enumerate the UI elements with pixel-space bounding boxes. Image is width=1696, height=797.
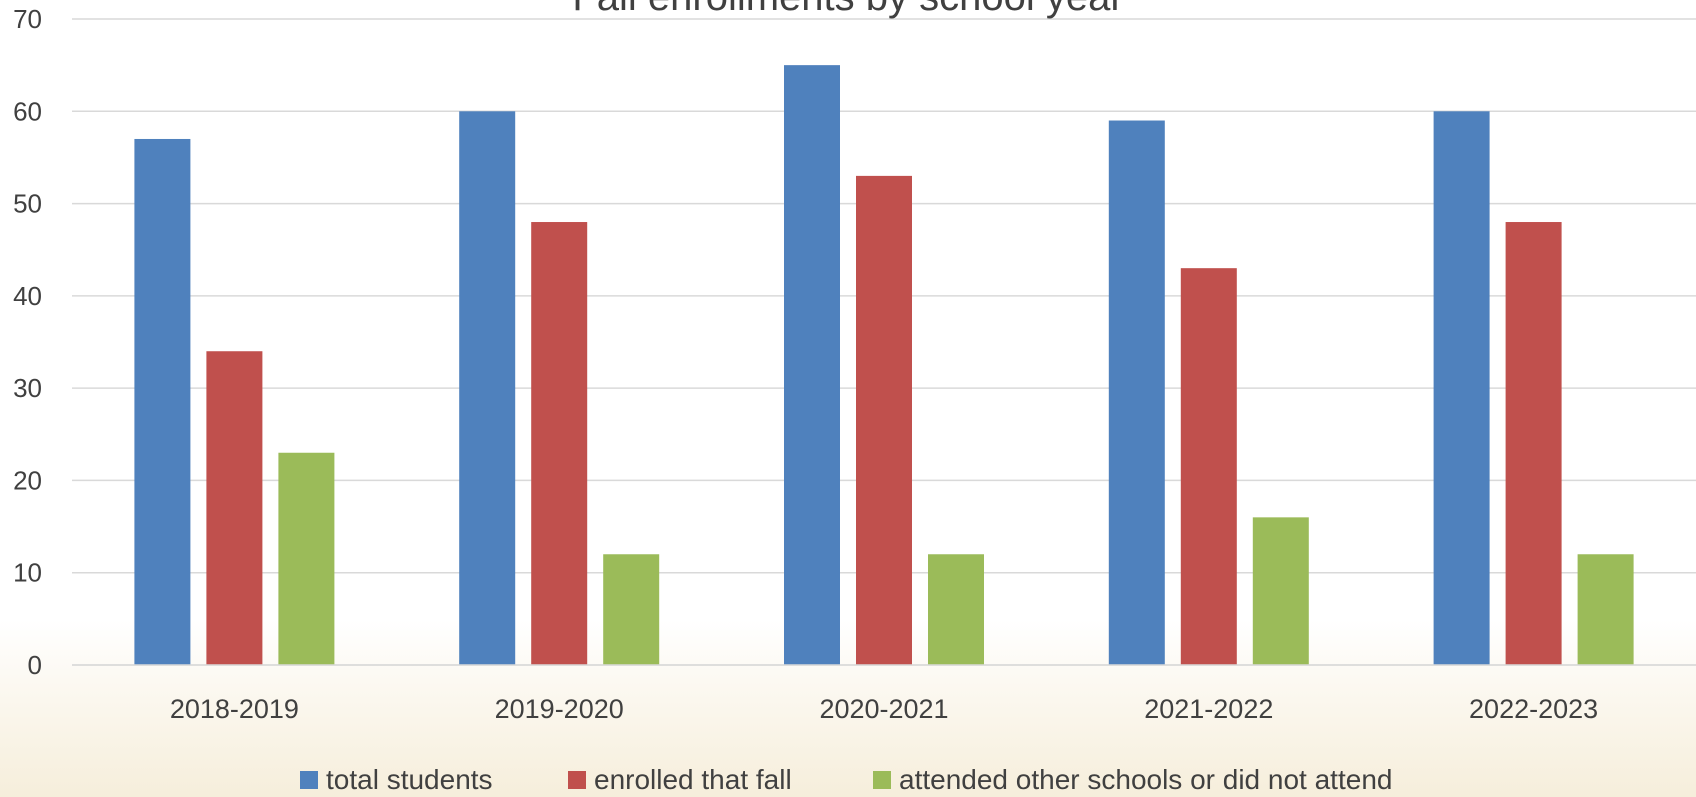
legend-swatch [873,771,891,789]
x-category-label: 2019-2020 [495,694,624,724]
y-axis-tick-labels: 0 10 20 30 40 50 60 70 [13,4,42,680]
y-tick-label: 30 [13,373,42,403]
legend-label: enrolled that fall [594,764,792,795]
x-category-label: 2021-2022 [1144,694,1273,724]
x-category-label: 2018-2019 [170,694,299,724]
bar-2020-2021-total-students [784,65,840,665]
bar-2020-2021-enrolled-that-fall [856,175,912,665]
y-tick-label: 10 [13,558,42,588]
y-tick-label: 0 [28,650,42,680]
bar-2019-2020-enrolled-that-fall [531,222,588,665]
legend-label: attended other schools or did not attend [899,764,1392,795]
bars [72,65,1696,666]
legend-item: enrolled that fall [568,764,792,795]
bar-2018-2019-enrolled-that-fall [206,351,263,665]
bar-2022-2023-total-students [1433,111,1490,666]
bar-2018-2019-attended-other-schools-or-did-not-attend [278,452,335,665]
legend-label: total students [326,764,493,795]
bar-2018-2019-total-students [134,138,191,665]
x-category-label: 2022-2023 [1469,694,1598,724]
x-axis-category-labels: 2018-2019 2019-2020 2020-2021 2021-2022 2022… [170,694,1598,724]
bar-2021-2022-total-students [1108,120,1165,665]
bar-2022-2023-enrolled-that-fall [1505,222,1562,665]
legend-swatch [568,771,586,789]
legend-item: total students [300,764,493,795]
bar-2022-2023-attended-other-schools-or-did-not-attend [1577,554,1634,665]
y-tick-label: 60 [13,96,42,126]
x-category-label: 2020-2021 [819,694,948,724]
y-tick-label: 40 [13,281,42,311]
y-tick-label: 50 [13,189,42,219]
legend-swatch [300,771,318,789]
bar-2019-2020-attended-other-schools-or-did-not-attend [603,554,660,665]
bar-2021-2022-attended-other-schools-or-did-not-attend [1252,517,1309,665]
y-tick-label: 70 [13,4,42,34]
y-tick-label: 20 [13,465,42,495]
legend: total students enrolled that fall attended… [300,764,1392,795]
legend-item: attended other schools or did not attend [873,764,1392,795]
bar-2021-2022-enrolled-that-fall [1180,268,1237,665]
chart-title: Fall enrollments by school year [572,0,1123,19]
bar-2019-2020-total-students [459,111,516,666]
bar-2020-2021-attended-other-schools-or-did-not-attend [928,554,984,665]
